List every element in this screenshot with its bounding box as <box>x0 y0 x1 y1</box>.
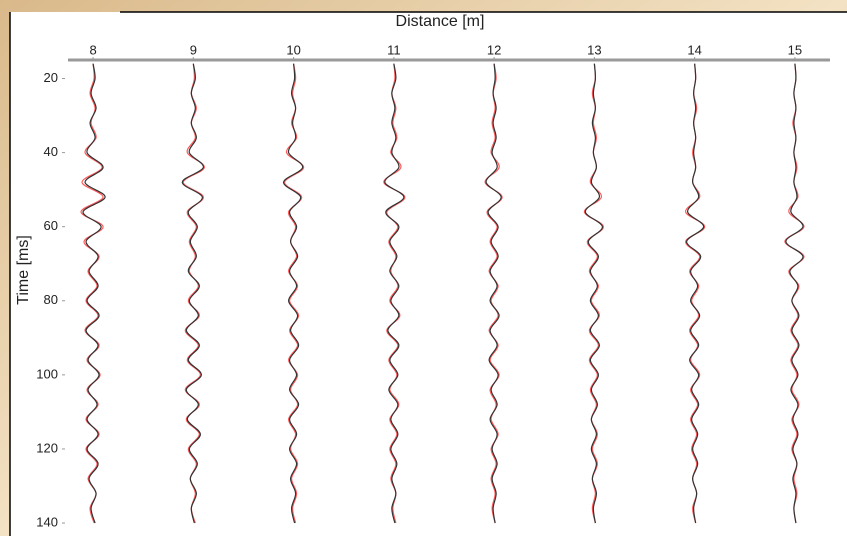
y-tick-label: 120 <box>36 440 58 455</box>
y-axis-label: Time [ms] <box>15 235 32 305</box>
trace <box>583 63 605 524</box>
trace <box>80 63 104 524</box>
x-tick-label: 12 <box>487 42 501 57</box>
trace <box>181 63 204 524</box>
y-tick-label: 140 <box>36 514 58 529</box>
trace <box>383 63 406 524</box>
trace <box>283 63 305 524</box>
x-tick-label: 14 <box>687 42 701 57</box>
trace <box>384 63 405 524</box>
x-axis-label: Distance [m] <box>396 13 485 30</box>
trace <box>282 63 304 524</box>
trace <box>485 63 502 524</box>
x-tick-label: 11 <box>387 42 401 57</box>
plot-panel <box>10 12 847 536</box>
x-tick-label: 8 <box>89 42 96 57</box>
y-tick-label: 60 <box>44 218 58 233</box>
trace <box>686 63 705 524</box>
y-tick-label: 40 <box>44 144 58 159</box>
y-tick-label: 80 <box>44 292 58 307</box>
trace <box>82 63 106 524</box>
trace <box>182 63 205 524</box>
trace <box>484 63 503 524</box>
y-tick-label: 20 <box>44 70 58 85</box>
y-tick-label: 100 <box>36 366 58 381</box>
x-tick-label: 9 <box>190 42 197 57</box>
x-tick-label: 13 <box>587 42 601 57</box>
x-tick-label: 15 <box>788 42 802 57</box>
x-tick-label: 10 <box>286 42 300 57</box>
trace <box>584 63 603 524</box>
trace <box>785 63 804 524</box>
